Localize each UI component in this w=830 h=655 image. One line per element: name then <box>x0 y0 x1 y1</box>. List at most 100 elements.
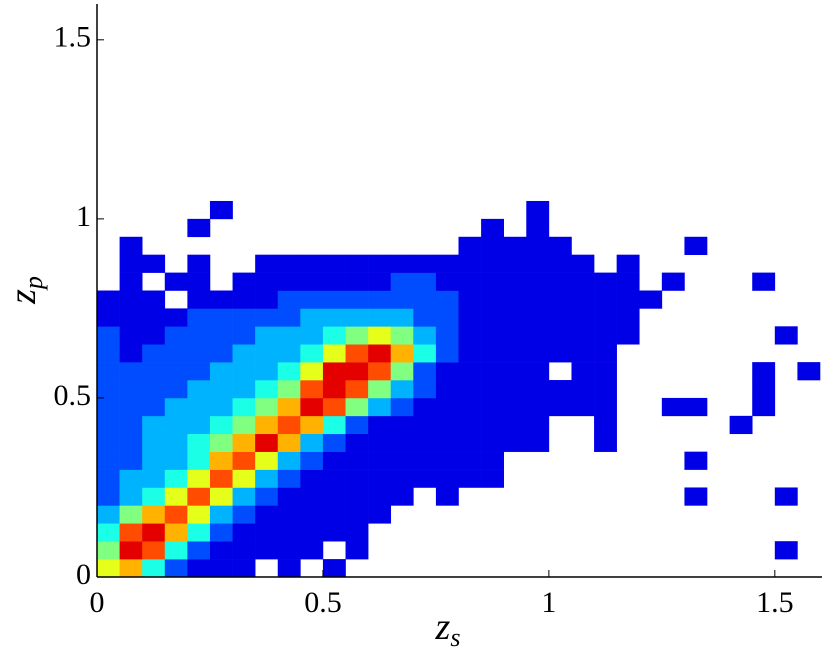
cell <box>571 272 595 291</box>
cell <box>639 452 662 470</box>
cell <box>300 433 324 452</box>
cell <box>481 380 504 399</box>
cell <box>684 434 707 452</box>
y-label-base: z <box>2 289 44 305</box>
cell <box>730 308 753 326</box>
cell <box>571 397 595 417</box>
cell <box>775 362 798 380</box>
cell <box>458 344 482 363</box>
cell <box>730 398 753 416</box>
cell <box>774 326 798 345</box>
cell <box>481 415 504 435</box>
cell <box>119 272 143 291</box>
cell <box>526 433 550 452</box>
cell <box>436 219 459 237</box>
cell <box>345 433 369 452</box>
cell <box>504 470 527 488</box>
cell <box>119 254 143 273</box>
cell <box>346 201 369 219</box>
cell <box>526 541 549 559</box>
cell <box>368 272 392 291</box>
cell <box>391 505 414 523</box>
cell <box>322 344 346 363</box>
cell <box>458 308 482 327</box>
cell <box>322 380 346 399</box>
cell <box>436 201 459 219</box>
cell <box>209 308 233 327</box>
cell <box>730 255 753 273</box>
cell <box>368 326 392 345</box>
cell <box>255 272 279 291</box>
cell <box>752 397 776 417</box>
cell <box>594 308 617 327</box>
cell <box>707 344 730 362</box>
cell <box>345 541 369 560</box>
cell <box>142 254 166 273</box>
cell <box>255 254 279 273</box>
cell <box>481 326 504 345</box>
cell <box>707 452 730 470</box>
cell <box>187 326 211 345</box>
cell <box>752 541 775 559</box>
cell <box>594 415 617 435</box>
cell <box>594 201 617 219</box>
cell <box>119 559 143 578</box>
cell <box>390 272 414 291</box>
cell <box>435 362 459 381</box>
cell <box>255 469 279 488</box>
cell <box>323 219 346 237</box>
cell <box>435 469 459 488</box>
cell <box>209 415 233 435</box>
cell <box>639 290 663 309</box>
cell <box>233 255 256 273</box>
cell <box>436 237 459 255</box>
cell <box>504 523 527 541</box>
cell <box>97 523 120 542</box>
cell <box>526 487 549 505</box>
cell <box>459 219 482 237</box>
cell <box>300 219 323 237</box>
x-tick-label: 0 <box>90 586 105 619</box>
cell <box>662 470 685 488</box>
cell <box>503 308 527 327</box>
cell <box>232 415 256 435</box>
cell <box>775 255 798 273</box>
cell <box>684 470 707 488</box>
cell <box>255 326 279 345</box>
cell <box>368 237 391 255</box>
x-axis-label: zs <box>435 606 461 652</box>
cell <box>232 469 256 488</box>
cell <box>526 326 550 345</box>
cell <box>571 344 595 363</box>
cell <box>187 237 210 255</box>
cell <box>436 523 459 541</box>
cell <box>210 237 233 255</box>
cell <box>797 416 820 434</box>
cell <box>797 237 820 255</box>
cell <box>797 219 820 237</box>
cell <box>548 236 572 255</box>
cell <box>413 237 436 255</box>
cell <box>120 201 143 219</box>
cell <box>481 308 504 327</box>
cell <box>300 559 323 577</box>
cell <box>232 451 256 470</box>
cell <box>165 201 188 219</box>
cell <box>730 452 753 470</box>
cell <box>503 415 527 435</box>
cell <box>277 505 301 524</box>
cell <box>97 380 120 399</box>
cell <box>255 397 279 417</box>
cell <box>255 362 279 381</box>
cell <box>548 272 572 291</box>
cell <box>119 344 143 363</box>
cell <box>730 291 753 309</box>
cell <box>232 559 256 578</box>
cell <box>345 344 369 363</box>
cell <box>548 254 572 273</box>
cell <box>752 344 775 362</box>
cell <box>774 541 798 560</box>
cell <box>639 416 662 434</box>
cell <box>526 415 550 435</box>
cell <box>571 505 594 523</box>
